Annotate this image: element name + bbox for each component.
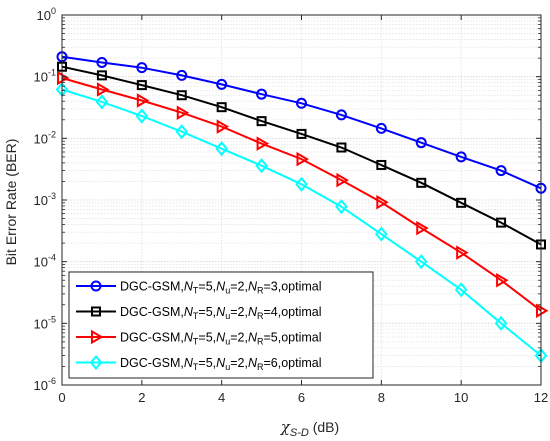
data-point-diamond	[135, 108, 149, 124]
data-point-square	[456, 197, 467, 208]
data-point-circle	[176, 69, 188, 81]
data-point-circle	[96, 56, 108, 68]
legend-box	[68, 271, 374, 379]
data-point-circle	[375, 122, 387, 134]
x-tick-label: 0	[58, 390, 65, 405]
data-point-square	[376, 159, 387, 170]
data-point-triangle-right	[96, 82, 110, 97]
legend-label: DGC-GSM,NT=5,Nu=2,NR=4,optimal	[120, 305, 322, 321]
y-tick-label: 10-4	[34, 253, 56, 270]
series-nr-5	[57, 70, 549, 318]
legend-entry: DGC-GSM,NT=5,Nu=2,NR=3,optimal	[76, 280, 322, 296]
data-point-square	[416, 177, 427, 188]
data-point-triangle-right	[416, 220, 429, 236]
legend-marker-triangle-right	[91, 329, 104, 345]
series-line	[61, 55, 542, 190]
legend-label: DGC-GSM,NT=5,Nu=2,NR=5,optimal	[120, 331, 322, 347]
legend-entry: DGC-GSM,NT=5,Nu=2,NR=6,optimal	[76, 354, 322, 372]
data-point-triangle-right	[176, 105, 190, 120]
y-tick-label: 10-2	[34, 129, 56, 146]
data-point-circle	[335, 109, 347, 121]
data-point-triangle-right	[296, 151, 309, 167]
data-point-triangle-right	[496, 272, 509, 288]
x-tick-label: 2	[138, 390, 145, 405]
data-point-square	[496, 217, 507, 228]
x-tick-label: 6	[298, 390, 305, 405]
series-line	[61, 77, 542, 312]
data-point-diamond	[494, 315, 508, 331]
data-point-triangle-right	[256, 136, 270, 151]
data-point-square	[296, 128, 307, 139]
legend-marker-square	[91, 306, 101, 317]
legend: DGC-GSM,NT=5,Nu=2,NR=3,optimal DGC-GSM,NT…	[68, 271, 374, 379]
data-point-circle	[216, 78, 228, 90]
data-point-square	[176, 90, 187, 101]
data-point-square	[336, 142, 347, 153]
x-tick-label: 4	[218, 390, 225, 405]
legend-marker-circle	[90, 280, 102, 292]
data-point-diamond	[335, 199, 348, 215]
series-nr-6	[55, 81, 548, 364]
y-tick-label: 10-1	[34, 68, 56, 85]
data-point-circle	[455, 151, 467, 163]
data-point-square	[256, 116, 267, 127]
x-tick-label: 10	[454, 390, 468, 405]
data-point-triangle-right	[136, 93, 150, 108]
x-tick-label: 8	[378, 390, 385, 405]
series-line	[61, 88, 542, 357]
data-point-diamond	[295, 176, 308, 192]
data-point-diamond	[215, 141, 228, 157]
series-line	[61, 65, 542, 246]
data-point-diamond	[175, 124, 189, 140]
data-point-circle	[256, 88, 268, 100]
data-point-square	[96, 70, 107, 81]
data-point-diamond	[414, 254, 428, 270]
x-axis-label-unit: (dB)	[309, 419, 339, 435]
x-tick-label: 12	[534, 390, 548, 405]
data-point-circle	[296, 97, 307, 109]
legend-entry: DGC-GSM,NT=5,Nu=2,NR=4,optimal	[76, 305, 322, 321]
data-point-square	[136, 80, 147, 91]
x-axis-label-subscript: S-D	[290, 427, 309, 439]
legend-entry: DGC-GSM,NT=5,Nu=2,NR=5,optimal	[76, 329, 322, 347]
legend-label: DGC-GSM,NT=5,Nu=2,NR=3,optimal	[120, 280, 322, 296]
data-point-diamond	[95, 94, 109, 110]
y-tick-label: 10-3	[34, 191, 56, 208]
y-axis-label: Bit Error Rate (BER)	[3, 139, 19, 266]
data-point-circle	[415, 137, 427, 149]
data-point-diamond	[454, 282, 468, 298]
data-point-triangle-right	[376, 194, 389, 210]
data-point-diamond	[375, 226, 388, 242]
data-point-triangle-right	[336, 172, 349, 188]
y-tick-label: 10-5	[34, 314, 56, 331]
data-point-diamond	[255, 158, 268, 174]
y-tick-label: 10-6	[34, 376, 56, 393]
x-axis-label: χS-D (dB)	[280, 418, 339, 439]
x-axis-label-symbol: χ	[280, 418, 291, 436]
data-point-triangle-right	[57, 70, 70, 86]
data-point-square	[216, 102, 227, 113]
data-point-triangle-right	[536, 303, 549, 318]
legend-label: DGC-GSM,NT=5,Nu=2,NR=6,optimal	[120, 356, 322, 372]
axis-ticks: 0 2 4 6 8 10 12 10-6 10-5 10-4 10-3 10-2 10-1 100	[34, 6, 549, 405]
data-point-circle	[136, 62, 148, 74]
data-point-triangle-right	[216, 119, 230, 134]
legend-marker-diamond	[89, 354, 103, 371]
data-point-circle	[495, 165, 507, 177]
y-tick-label: 100	[37, 6, 56, 23]
data-point-triangle-right	[456, 245, 469, 260]
